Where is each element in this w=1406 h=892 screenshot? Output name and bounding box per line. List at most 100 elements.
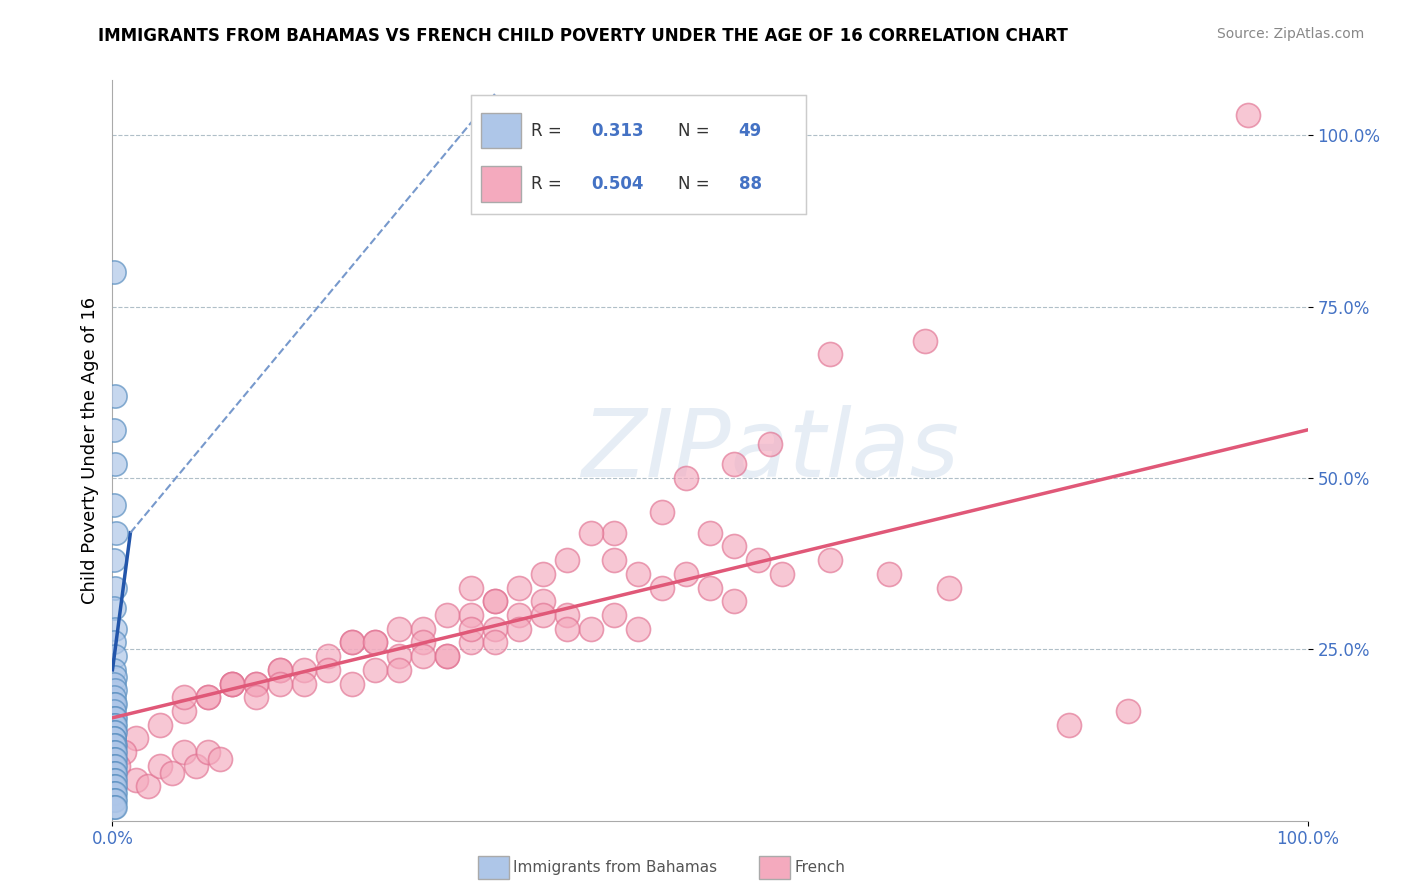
Point	[436, 607, 458, 622]
Point	[103, 265, 125, 279]
Point	[1118, 704, 1140, 718]
Point	[103, 676, 125, 690]
Point	[103, 745, 125, 759]
Point	[197, 690, 219, 705]
Text: French: French	[794, 860, 845, 874]
Point	[531, 594, 554, 608]
Point	[149, 717, 172, 731]
Point	[103, 553, 125, 567]
Point	[460, 607, 482, 622]
Point	[699, 525, 721, 540]
Point	[627, 566, 650, 581]
Text: Source: ZipAtlas.com: Source: ZipAtlas.com	[1216, 27, 1364, 41]
Point	[103, 738, 125, 752]
Point	[579, 622, 602, 636]
Point	[914, 334, 936, 348]
Point	[197, 690, 219, 705]
Point	[651, 581, 673, 595]
Point	[460, 622, 482, 636]
Point	[197, 745, 219, 759]
Point	[364, 663, 387, 677]
Point	[651, 505, 673, 519]
Point	[103, 731, 125, 746]
Point	[245, 690, 267, 705]
Point	[484, 635, 506, 649]
Point	[460, 635, 482, 649]
Point	[412, 635, 434, 649]
Point	[245, 676, 267, 690]
Point	[340, 635, 363, 649]
Text: Immigrants from Bahamas: Immigrants from Bahamas	[513, 860, 717, 874]
Point	[723, 594, 745, 608]
Point	[340, 635, 363, 649]
Point	[104, 389, 127, 403]
Point	[104, 752, 127, 766]
Point	[103, 800, 125, 814]
Point	[103, 423, 125, 437]
Point	[269, 676, 291, 690]
Point	[1237, 107, 1260, 121]
Point	[103, 711, 125, 725]
Point	[104, 622, 127, 636]
Point	[579, 525, 602, 540]
Point	[103, 697, 125, 711]
Point	[555, 553, 578, 567]
Point	[103, 786, 125, 800]
Point	[245, 676, 267, 690]
Point	[103, 772, 125, 787]
Point	[221, 676, 243, 690]
Text: ZIPatlas: ZIPatlas	[581, 405, 959, 496]
Point	[173, 690, 195, 705]
Point	[103, 663, 125, 677]
Point	[103, 765, 125, 780]
Point	[388, 649, 411, 664]
Point	[104, 711, 127, 725]
Point	[104, 457, 127, 471]
Point	[209, 752, 232, 766]
Point	[104, 780, 127, 794]
Point	[603, 607, 626, 622]
Point	[759, 436, 782, 450]
Point	[747, 553, 769, 567]
Point	[104, 717, 127, 731]
Point	[104, 745, 127, 759]
Point	[105, 525, 128, 540]
Point	[104, 649, 127, 664]
Point	[104, 772, 127, 787]
Point	[1057, 717, 1080, 731]
Point	[114, 745, 135, 759]
Point	[484, 622, 506, 636]
Point	[138, 780, 160, 794]
Point	[104, 738, 127, 752]
Point	[103, 704, 125, 718]
Point	[103, 601, 125, 615]
Point	[103, 759, 125, 773]
Point	[103, 780, 125, 794]
Point	[531, 566, 554, 581]
Point	[675, 471, 697, 485]
Point	[173, 745, 195, 759]
Point	[412, 649, 434, 664]
Point	[269, 663, 291, 677]
Point	[316, 649, 339, 664]
Point	[104, 697, 127, 711]
Point	[221, 676, 243, 690]
Point	[699, 581, 721, 595]
Point	[364, 635, 387, 649]
Point	[162, 765, 183, 780]
Point	[107, 759, 129, 773]
Point	[436, 649, 458, 664]
Point	[104, 786, 127, 800]
Point	[292, 676, 315, 690]
Point	[675, 566, 697, 581]
Point	[103, 635, 125, 649]
Point	[723, 540, 745, 554]
Point	[603, 553, 626, 567]
Point	[412, 622, 434, 636]
Point	[603, 525, 626, 540]
Point	[149, 759, 172, 773]
Point	[103, 690, 125, 705]
Point	[103, 717, 125, 731]
Point	[103, 793, 125, 807]
Point	[104, 670, 127, 684]
